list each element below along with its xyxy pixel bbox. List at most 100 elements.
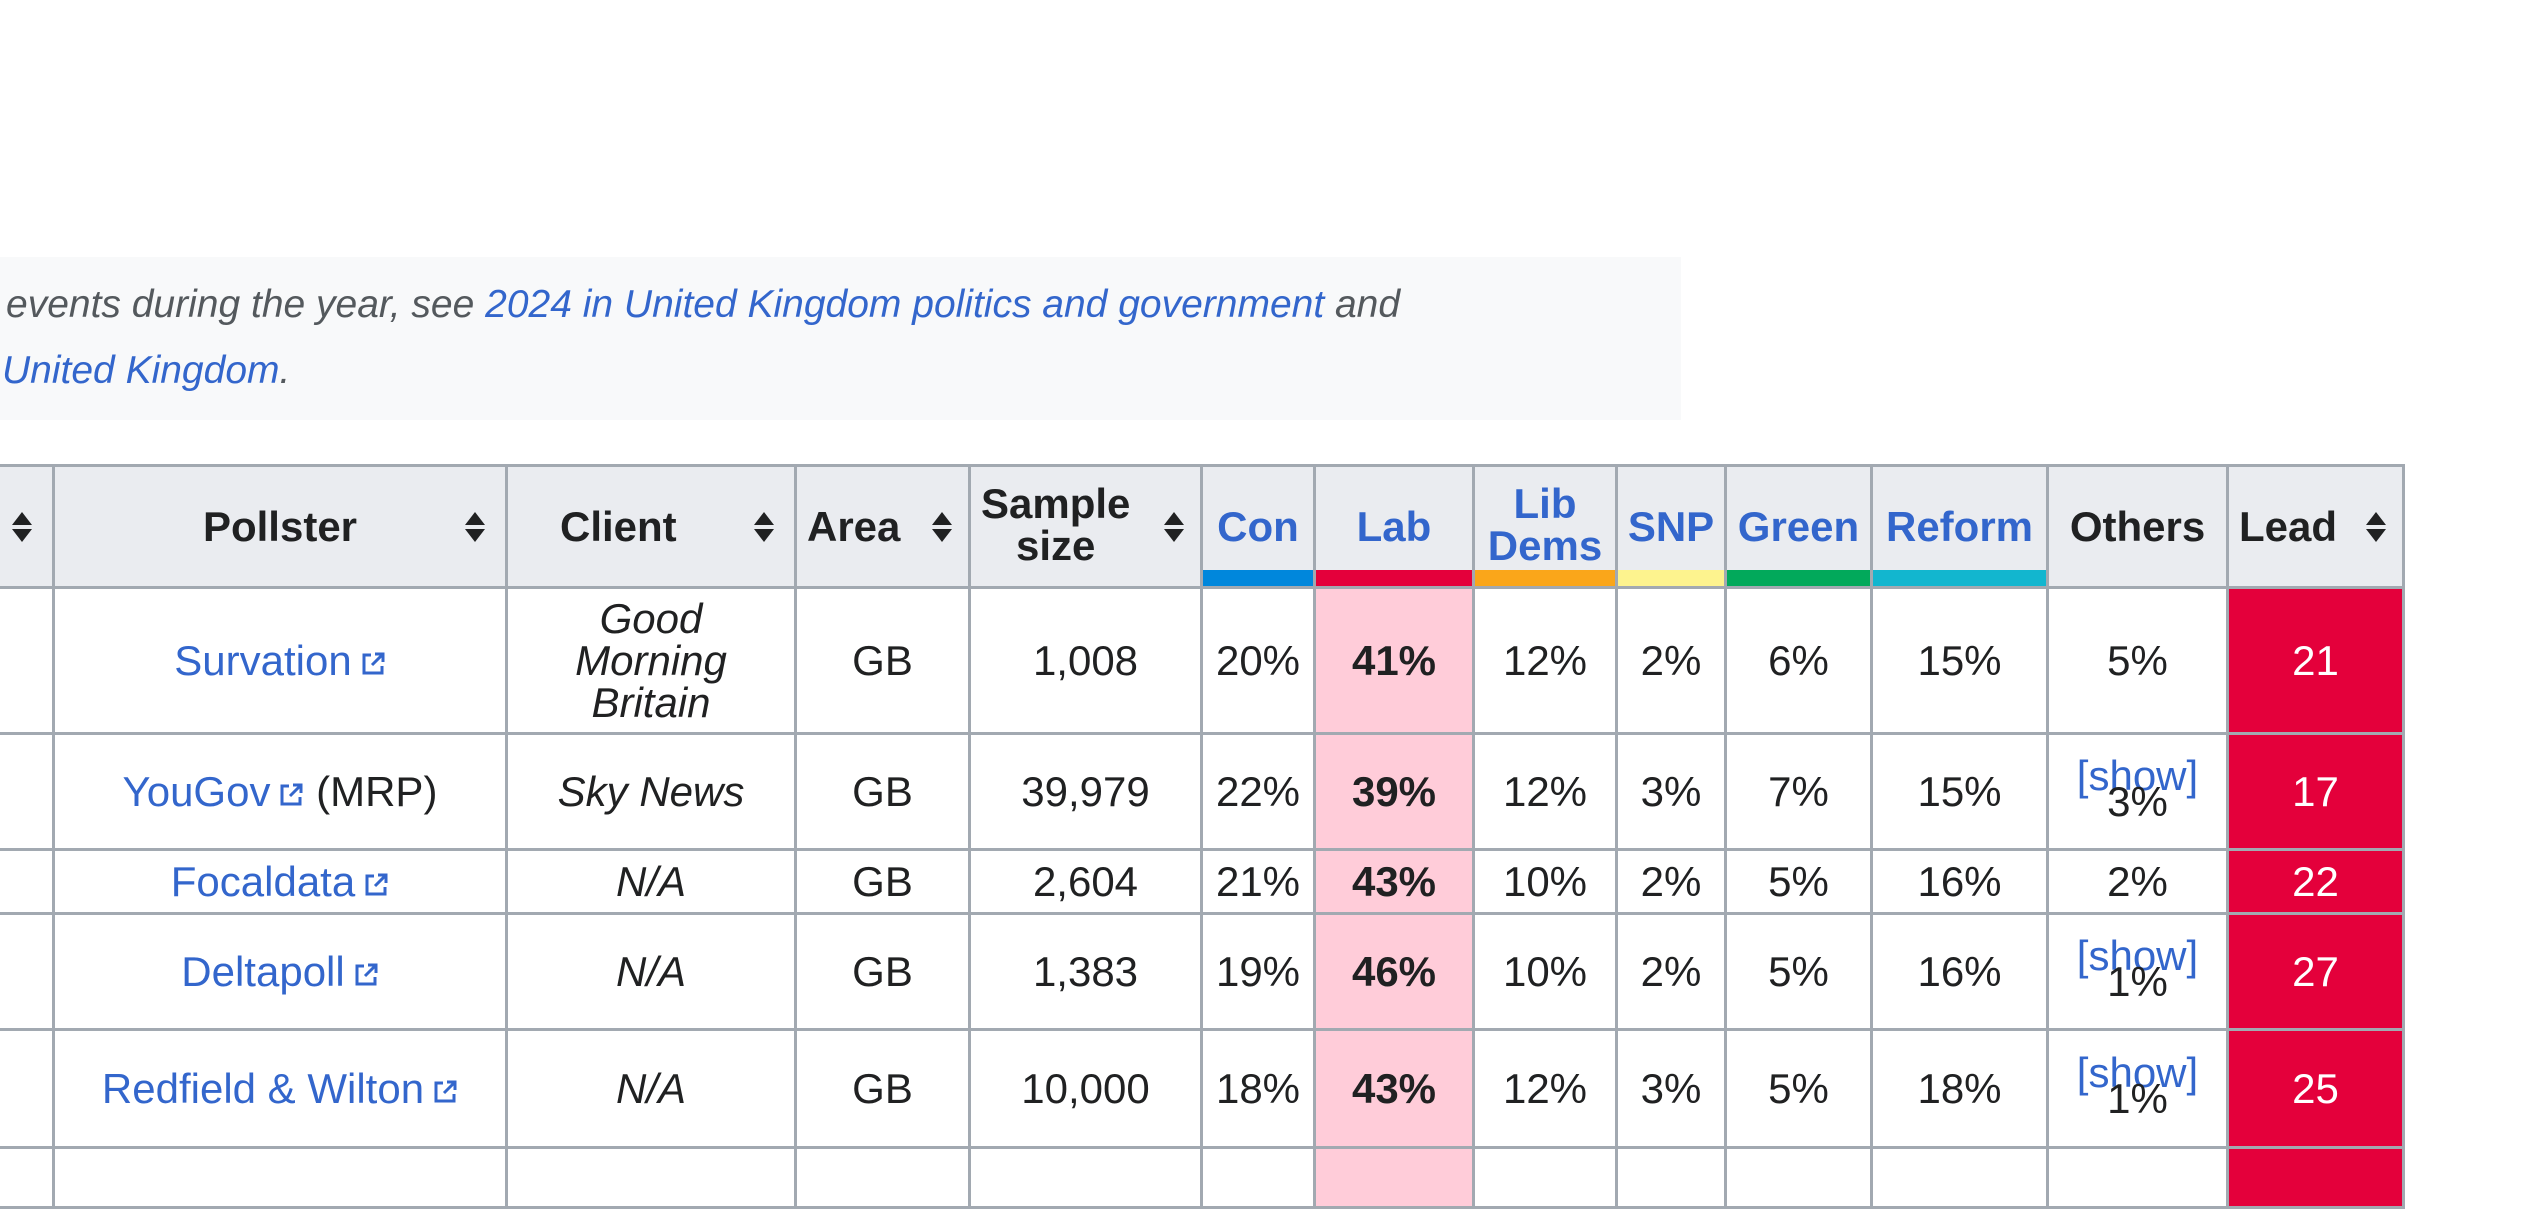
area-cell: GB (794, 848, 971, 915)
green-cell: 6% (1724, 586, 1873, 735)
column-header-date[interactable] (0, 464, 55, 589)
show-others-toggle[interactable]: [show] (2076, 752, 2199, 799)
column-header-client[interactable]: Client (505, 464, 797, 589)
pollster-link[interactable]: Survation (174, 636, 352, 684)
sample-size-cell: 2,604 (968, 848, 1203, 915)
date-cell (0, 1146, 55, 1209)
external-link-icon (355, 963, 378, 985)
lib-dems-cell: 12% (1472, 586, 1618, 735)
lead-cell: 27 (2226, 912, 2405, 1031)
table-row (0, 1146, 2405, 1209)
pollster-cell: Focaldata (52, 848, 508, 915)
con-cell: 20% (1200, 586, 1316, 735)
table-row: Redfield & Wilton N/A GB 10,000 18% 43% 12% 3% 5… (0, 1028, 2405, 1149)
sample-size-cell (968, 1146, 1203, 1209)
snp-cell: 2% (1615, 912, 1727, 1031)
pollster-link[interactable]: Redfield & Wilton (101, 1064, 425, 1112)
reform-cell (1870, 1146, 2049, 1209)
external-link-icon[interactable] (278, 782, 304, 808)
pollster-link[interactable]: Focaldata (170, 857, 356, 905)
hatnote-line-1: events during the year, see 2024 in Unit… (6, 283, 1400, 327)
table-row: Focaldata N/A GB 2,604 21% 43% 10% 2% 5% 16% 2% 22 (0, 848, 2405, 915)
column-header-snp[interactable]: SNP (1615, 464, 1727, 589)
lead-cell: 17 (2226, 732, 2405, 851)
date-cell (0, 1028, 55, 1149)
snp-cell: 3% (1615, 1028, 1727, 1149)
show-others-toggle[interactable]: [show] (2076, 932, 2199, 979)
lib-dems-cell: 10% (1472, 912, 1618, 1031)
others-value: 1% (2107, 1075, 2168, 1122)
sample-size-cell: 10,000 (968, 1028, 1203, 1149)
column-header-lab[interactable]: Lab (1313, 464, 1475, 589)
sort-icon[interactable] (1164, 510, 1184, 544)
column-header-area[interactable]: Area (794, 464, 971, 589)
others-value: 5% (2107, 636, 2168, 684)
snp-cell: 3% (1615, 732, 1727, 851)
column-header-pollster[interactable]: Pollster (52, 464, 508, 589)
con-color-bar (1204, 570, 1312, 585)
external-link-icon[interactable] (360, 651, 386, 677)
lab-cell: 43% (1313, 848, 1475, 915)
lead-cell: 21 (2226, 586, 2405, 735)
external-link-icon (280, 783, 303, 805)
sort-icon[interactable] (2366, 510, 2386, 544)
column-header-con[interactable]: Con (1200, 464, 1316, 589)
column-header-green[interactable]: Green (1724, 464, 1873, 589)
column-header-lib-dems[interactable]: Lib Dems (1472, 464, 1618, 589)
sort-icon[interactable] (12, 510, 32, 544)
con-cell: 22% (1200, 732, 1316, 851)
green-cell (1724, 1146, 1873, 1209)
area-cell: GB (794, 912, 971, 1031)
sample-size-cell: 39,979 (968, 732, 1203, 851)
sort-icon[interactable] (754, 510, 774, 544)
others-cell: 2% (2046, 848, 2229, 915)
area-cell: GB (794, 732, 971, 851)
green-cell: 7% (1724, 732, 1873, 851)
hatnote-link-politics[interactable]: 2024 in United Kingdom politics and gove… (485, 283, 1325, 326)
others-cell: [show] 3% (2046, 732, 2229, 851)
area-cell (794, 1146, 971, 1209)
snp-cell: 2% (1615, 586, 1727, 735)
lib-dems-cell: 12% (1472, 732, 1618, 851)
date-cell (0, 586, 55, 735)
others-cell: 5% (2046, 586, 2229, 735)
area-cell: GB (794, 586, 971, 735)
lab-cell: 46% (1313, 912, 1475, 1031)
pollster-link[interactable]: Deltapoll (181, 947, 345, 995)
others-cell: [show] 1% (2046, 1028, 2229, 1149)
snp-cell (1615, 1146, 1727, 1209)
pollster-cell: Redfield & Wilton (52, 1028, 508, 1149)
client-cell: Sky News (505, 732, 797, 851)
column-header-lead[interactable]: Lead (2226, 464, 2405, 589)
hatnote: events during the year, see 2024 in Unit… (0, 257, 1681, 420)
others-value: 2% (2107, 857, 2168, 905)
external-link-icon[interactable] (432, 1079, 458, 1105)
table-row: Deltapoll N/A GB 1,383 19% 46% 10% 2% 5% 16% [show… (0, 912, 2405, 1031)
client-text: N/A (615, 1064, 686, 1112)
column-header-reform[interactable]: Reform (1870, 464, 2049, 589)
pollster-link[interactable]: YouGov (122, 767, 271, 815)
lead-cell: 25 (2226, 1028, 2405, 1149)
lead-cell (2226, 1146, 2405, 1209)
sort-icon[interactable] (932, 510, 952, 544)
external-link-icon[interactable] (353, 962, 379, 988)
date-cell (0, 848, 55, 915)
reform-cell: 16% (1870, 848, 2049, 915)
area-cell: GB (794, 1028, 971, 1149)
header-row: Pollster Client Area Sample size Con Lab … (0, 464, 2405, 589)
hatnote-text: . (279, 349, 291, 392)
external-link-icon (434, 1080, 457, 1102)
sample-size-cell: 1,383 (968, 912, 1203, 1031)
client-text: Morning (575, 636, 727, 684)
hatnote-link-uk[interactable]: United Kingdom (2, 349, 280, 392)
show-others-toggle[interactable]: [show] (2076, 1049, 2199, 1096)
column-header-sample-size[interactable]: Sample size (968, 464, 1203, 589)
hatnote-line-2: United Kingdom. (2, 349, 290, 393)
green-cell: 5% (1724, 848, 1873, 915)
snp-cell: 2% (1615, 848, 1727, 915)
date-cell (0, 912, 55, 1031)
hatnote-text: and (1324, 283, 1401, 326)
opinion-poll-table: Pollster Client Area Sample size Con Lab … (0, 464, 2405, 1209)
external-link-icon[interactable] (363, 872, 389, 898)
sort-icon[interactable] (465, 510, 485, 544)
